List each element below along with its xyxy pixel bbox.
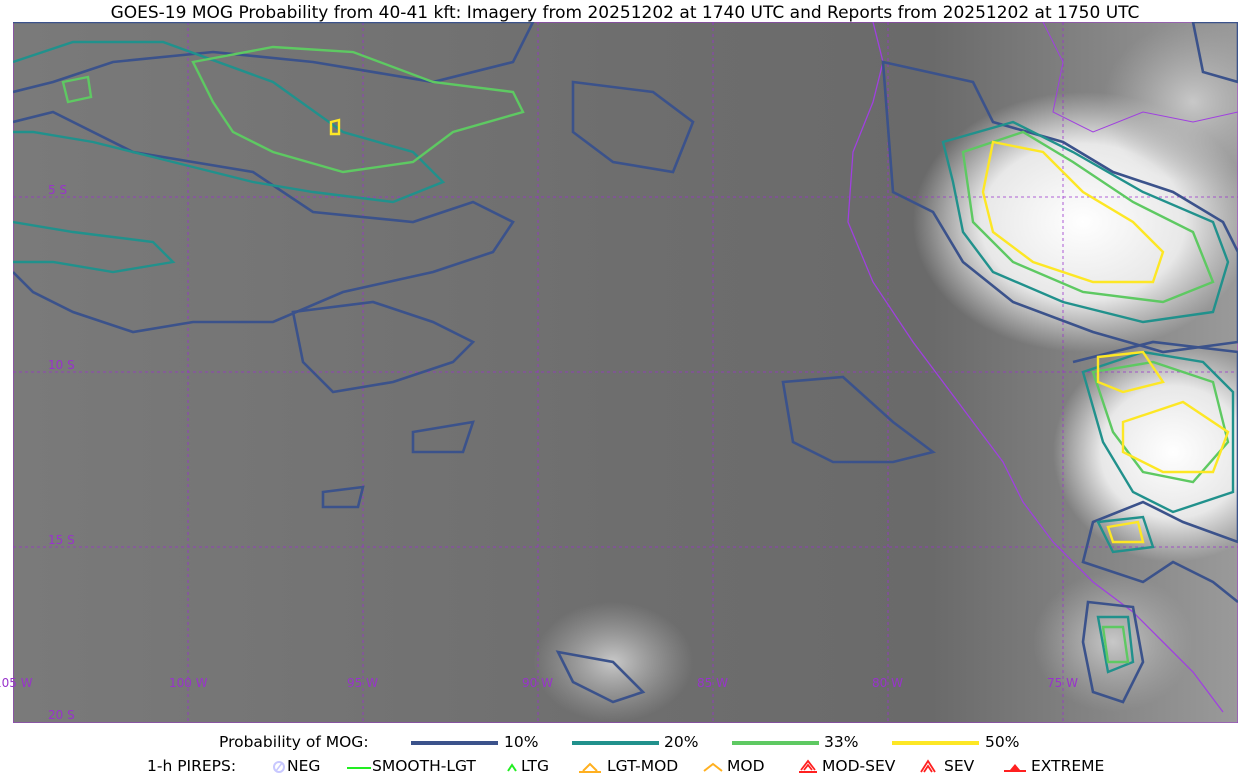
legend-label-20: 20% — [664, 733, 699, 751]
pirep-label-sev: SEV — [944, 757, 975, 775]
contour-33pct — [61, 45, 1230, 664]
line-icon — [347, 767, 371, 769]
legend-swatch-33 — [732, 741, 819, 745]
pirep-label-mod: MOD — [727, 757, 765, 775]
legend-label-33: 33% — [824, 733, 859, 751]
probability-legend: Probability of MOG: 10% 20% 33% 50% — [0, 733, 1250, 753]
cloud-region — [1103, 22, 1238, 182]
lon-label: 80 W — [872, 676, 903, 690]
lon-label: 105 W — [0, 676, 33, 690]
legend-label-50: 50% — [985, 733, 1020, 751]
lon-label: 75 W — [1047, 676, 1078, 690]
lon-label: 85 W — [697, 676, 728, 690]
cloud-region — [1033, 572, 1193, 712]
lon-label: 100 W — [169, 676, 208, 690]
pirep-label-ltg: LTG — [521, 757, 549, 775]
pirep-label-mod-sev: MOD-SEV — [822, 757, 896, 775]
coastline — [847, 22, 1224, 713]
contour-20pct — [13, 40, 1235, 674]
legend-swatch-20 — [572, 741, 659, 745]
legend-label-10: 10% — [504, 733, 539, 751]
pirep-label-smooth-lgt: SMOOTH-LGT — [372, 757, 476, 775]
pireps-legend: 1-h PIREPS: NEG SMOOTH-LGT LTG LGT-MOD M… — [0, 757, 1250, 777]
pirep-label-neg: NEG — [287, 757, 321, 775]
pirep-label-extreme: EXTREME — [1031, 757, 1105, 775]
caret-bar-icon — [579, 762, 601, 773]
double-caret-icon — [920, 759, 936, 773]
chart-title: GOES-19 MOG Probability from 40-41 kft: … — [110, 3, 1140, 23]
neg-circle-icon — [273, 761, 285, 773]
contour-50pct — [329, 118, 1230, 544]
lat-label: 20 S — [48, 708, 75, 722]
lon-label: 95 W — [347, 676, 378, 690]
satellite-map — [13, 22, 1238, 723]
lat-label: 10 S — [48, 358, 75, 372]
border — [1042, 22, 1238, 133]
lon-label: 90 W — [522, 676, 553, 690]
lat-label: 15 S — [48, 533, 75, 547]
caret-icon — [703, 762, 723, 772]
probability-legend-label: Probability of MOG: — [219, 733, 369, 751]
legend-swatch-50 — [892, 741, 979, 745]
pirep-label-lgt-mod: LGT-MOD — [607, 757, 679, 775]
double-caret-bar-icon — [799, 759, 817, 773]
legend-swatch-10 — [411, 741, 498, 745]
pireps-legend-label: 1-h PIREPS: — [147, 757, 237, 775]
contour-10pct — [13, 22, 1238, 704]
filled-triangle-icon — [1004, 764, 1026, 772]
lat-label: 5 S — [48, 183, 68, 197]
caret-icon — [507, 763, 517, 772]
